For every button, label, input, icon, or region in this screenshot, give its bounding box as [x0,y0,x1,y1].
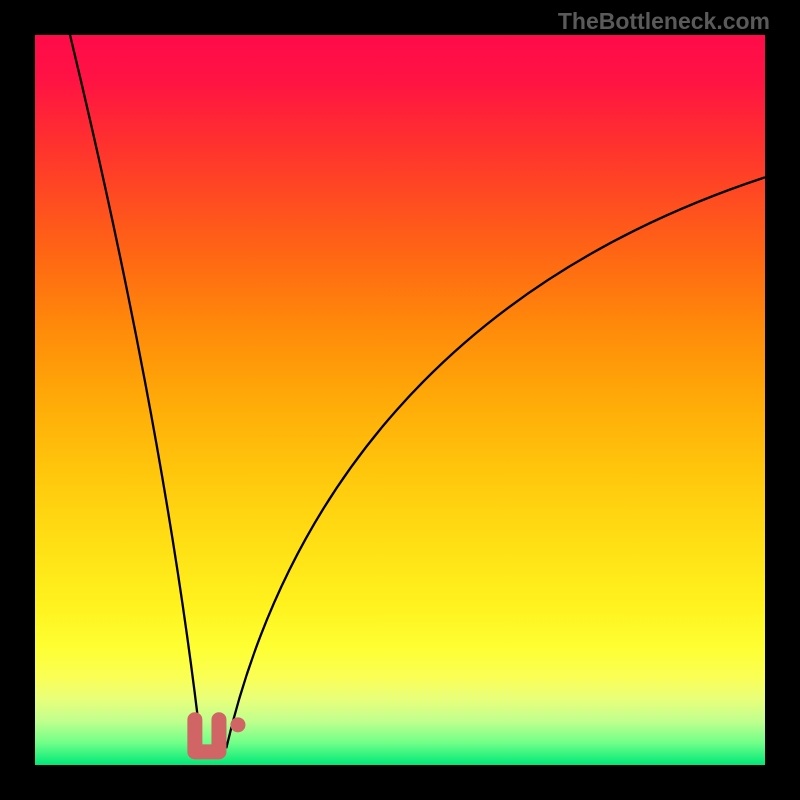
curve-left-branch [70,35,201,748]
curve-right-branch [226,177,765,748]
plotted-point-dot [230,717,245,732]
plot-area [35,35,765,765]
watermark-text: TheBottleneck.com [558,8,770,35]
figure-root: TheBottleneck.com [0,0,800,800]
curve-layer [35,35,765,765]
notch-u-marker [195,720,219,752]
